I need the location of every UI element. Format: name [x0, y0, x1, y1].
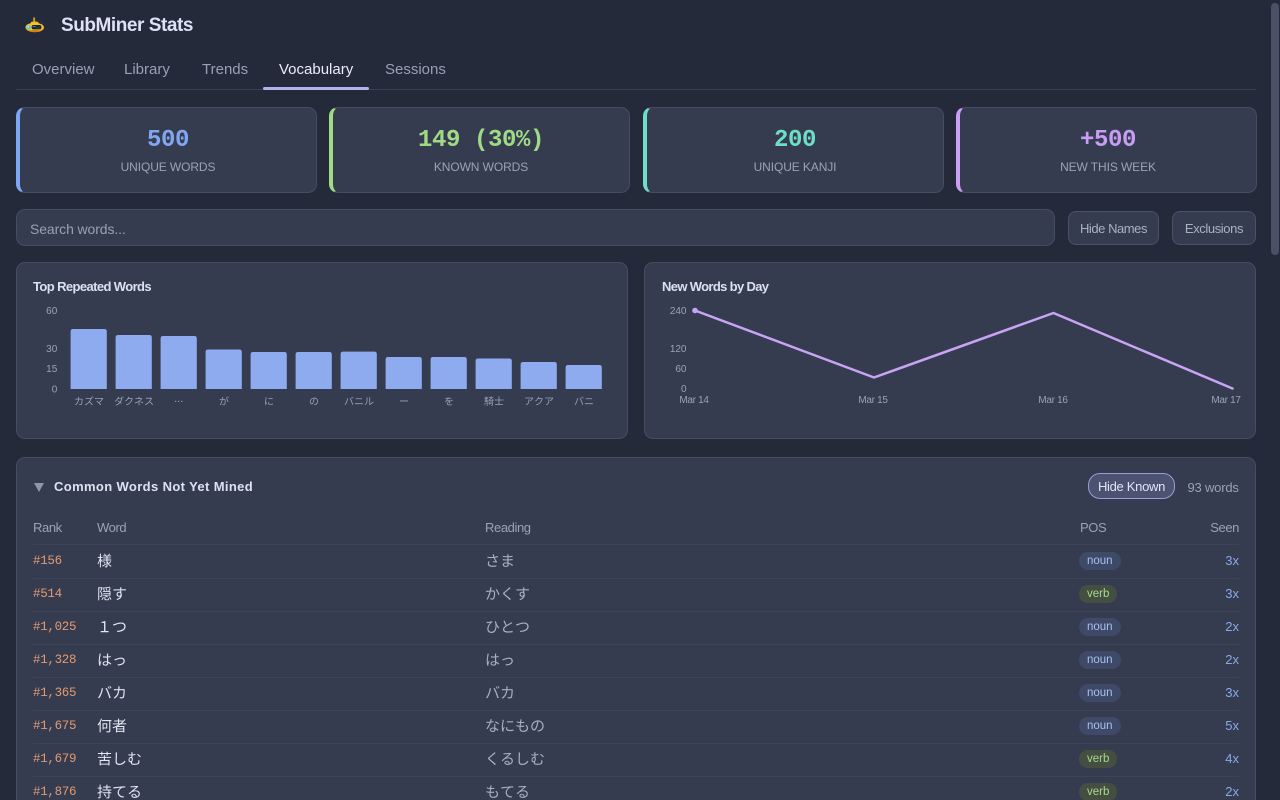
svg-text:Mar 16: Mar 16 — [1038, 395, 1068, 406]
svg-text:Mar 15: Mar 15 — [858, 395, 888, 406]
svg-text:Mar 14: Mar 14 — [679, 395, 709, 406]
svg-text:0: 0 — [52, 384, 58, 395]
svg-text:60: 60 — [675, 364, 687, 375]
svg-text:Mar 17: Mar 17 — [1211, 395, 1241, 406]
svg-text:60: 60 — [46, 306, 58, 317]
svg-text:240: 240 — [670, 306, 687, 317]
svg-text:120: 120 — [670, 344, 687, 355]
svg-text:0: 0 — [681, 384, 687, 395]
svg-text:30: 30 — [46, 344, 58, 355]
svg-text:15: 15 — [46, 364, 58, 375]
